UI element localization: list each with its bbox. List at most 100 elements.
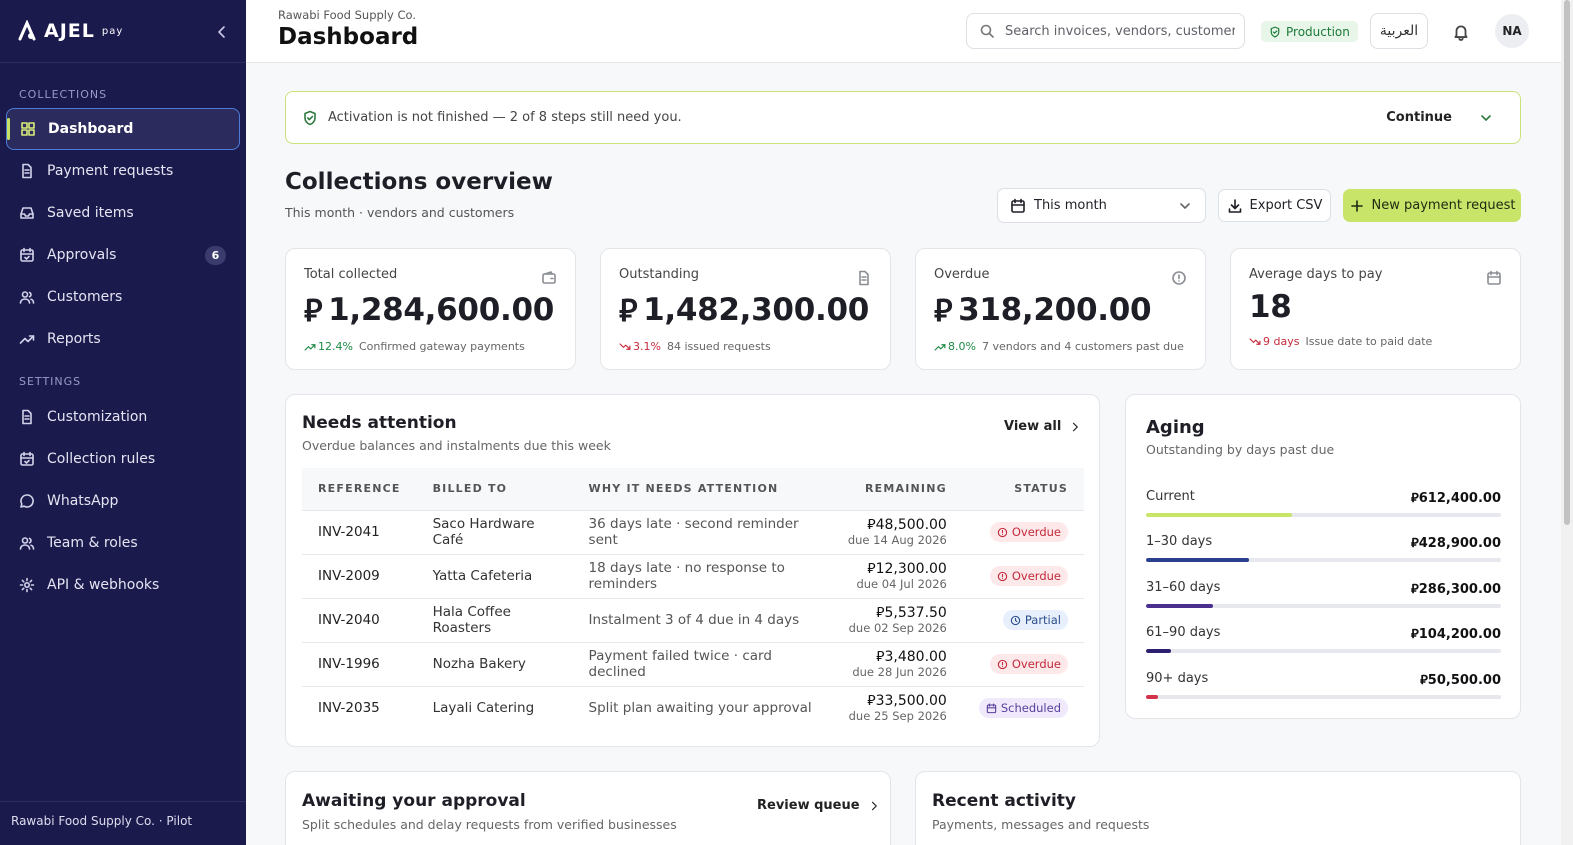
sidebar-item-approvals[interactable]: Approvals 6 [6, 234, 240, 276]
export-csv-button[interactable]: Export CSV [1218, 189, 1331, 222]
calendar-check-icon [20, 451, 34, 466]
riyal-symbol: ⃁ [934, 293, 953, 329]
cell-reference: INV-2009 [302, 553, 417, 598]
logo-mark-icon [18, 20, 36, 41]
amount-value: 286,300.00 [1418, 582, 1501, 597]
aging-bar-fill [1146, 649, 1171, 653]
sidebar-item-payment-requests[interactable]: Payment requests [6, 150, 240, 192]
scrollbar-thumb[interactable] [1564, 0, 1570, 525]
search-box[interactable] [966, 13, 1245, 49]
period-select[interactable]: This month [997, 188, 1206, 223]
alert-circle-icon [997, 571, 1008, 581]
cell-status: Scheduled [962, 685, 1084, 730]
download-icon [1228, 198, 1241, 213]
new-request-label: New payment request [1371, 198, 1516, 213]
calendar-check-icon [20, 247, 34, 262]
continue-activation-button[interactable]: Continue [1386, 110, 1504, 126]
inbox-icon [20, 207, 34, 219]
bell-icon[interactable] [1452, 21, 1470, 41]
wallet-icon [541, 267, 557, 286]
collapse-sidebar-icon[interactable] [214, 22, 230, 41]
overview-subtitle: This month · vendors and customers [285, 205, 515, 220]
search-input[interactable] [1005, 23, 1235, 39]
amount-value: 3,480.00 [884, 648, 947, 665]
sidebar-item-whatsapp[interactable]: WhatsApp [6, 480, 240, 522]
aging-bucket: 61–90 days ⃁104,200.00 [1146, 625, 1501, 653]
kpi-delta-value: 12.4% [318, 340, 353, 353]
table-row[interactable]: INV-2040 Hala Coffee Roasters Instalment… [302, 597, 1084, 642]
sidebar-item-team-roles[interactable]: Team & roles [6, 522, 240, 564]
continue-label: Continue [1386, 110, 1452, 125]
status-badge: Overdue [989, 522, 1068, 542]
status-badge: Partial [1002, 610, 1068, 630]
aging-bucket-label: 1–30 days [1146, 534, 1213, 549]
sidebar-header: AJEL pay [0, 0, 246, 63]
kpi-delta: 9 days [1249, 335, 1299, 348]
chevron-down-icon [1481, 114, 1491, 121]
brand-logo[interactable]: AJEL pay [16, 20, 123, 42]
aging-bucket-label: Current [1146, 489, 1195, 504]
remaining-amount: ⃁5,537.50 [846, 605, 947, 622]
aging-bar-track [1146, 558, 1501, 562]
kpi-meta: 12.4% Confirmed gateway payments [304, 340, 557, 353]
period-value: This month [1034, 198, 1107, 213]
amount-value: 104,200.00 [1418, 627, 1501, 642]
needs-attention-subtitle: Overdue balances and instalments due thi… [302, 438, 611, 453]
document-icon [22, 163, 32, 179]
review-queue-link[interactable]: Review queue [757, 798, 880, 813]
kpi-meta: 3.1% 84 issued requests [619, 340, 872, 353]
plus-icon [1350, 199, 1363, 212]
alert-circle-icon [1171, 267, 1187, 286]
section-label-settings: SETTINGS [19, 375, 82, 388]
cell-remaining: ⃁12,300.00 due 04 Jul 2026 [829, 553, 963, 598]
chat-icon [20, 494, 34, 508]
cell-reason: 18 days late · no response to reminders [572, 553, 830, 598]
cell-billed-to: Hala Coffee Roasters [416, 597, 573, 642]
aging-bucket-label: 31–60 days [1146, 580, 1221, 595]
cell-remaining: ⃁3,480.00 due 28 Jun 2026 [829, 641, 963, 686]
table-row[interactable]: INV-2009 Yatta Cafeteria 18 days late · … [302, 553, 1084, 598]
sidebar-item-collection-rules[interactable]: Collection rules [6, 438, 240, 480]
page-scrollbar[interactable] [1561, 0, 1573, 845]
sidebar-item-saved-items[interactable]: Saved items [6, 192, 240, 234]
due-date: due 04 Jul 2026 [856, 576, 947, 591]
kpi-meta: 8.0% 7 vendors and 4 customers past due [934, 340, 1187, 353]
alert-circle-icon [997, 527, 1008, 537]
kpi-delta: 3.1% [619, 340, 661, 353]
avatar[interactable]: NA [1495, 14, 1529, 48]
kpi-delta: 12.4% [304, 340, 353, 353]
riyal-symbol: ⃁ [304, 293, 323, 329]
sidebar-item-reports[interactable]: Reports [6, 318, 240, 360]
aging-bucket: Current ⃁612,400.00 [1146, 489, 1501, 517]
sidebar-item-customization[interactable]: Customization [6, 396, 240, 438]
sidebar-item-api-webhooks[interactable]: API & webhooks [6, 564, 240, 606]
kpi-note: Issue date to paid date [1305, 335, 1433, 348]
sidebar-item-label: WhatsApp [47, 493, 119, 509]
riyal-symbol: ⃁ [1411, 627, 1419, 642]
kpi-note: 7 vendors and 4 customers past due [981, 340, 1184, 353]
kpi-value: ⃁ 1,482,300.00 [619, 289, 872, 330]
needs-attention-panel: Needs attention Overdue balances and ins… [285, 394, 1100, 747]
sidebar-item-customers[interactable]: Customers [6, 276, 240, 318]
status-label: Overdue [1011, 657, 1061, 671]
sidebar-item-dashboard[interactable]: Dashboard [6, 108, 240, 150]
cell-billed-to: Yatta Cafeteria [416, 553, 573, 598]
aging-bucket-value: ⃁286,300.00 [1411, 580, 1501, 597]
kpi-delta: 8.0% [934, 340, 976, 353]
kpi-delta-value: 9 days [1263, 335, 1300, 348]
view-all-link[interactable]: View all [1004, 419, 1081, 434]
riyal-symbol: ⃁ [867, 692, 876, 709]
cell-reference: INV-1996 [302, 641, 417, 686]
table-row[interactable]: INV-2035 Layali Catering Split plan awai… [302, 685, 1084, 730]
cell-billed-to: Layali Catering [416, 685, 573, 730]
table-row[interactable]: INV-2041 Saco Hardware Café 36 days late… [302, 509, 1084, 554]
kpi-meta: 9 days Issue date to paid date [1249, 335, 1502, 348]
kpi-value: ⃁ 1,284,600.00 [304, 289, 557, 330]
new-payment-request-button[interactable]: New payment request [1343, 189, 1521, 222]
kpi-amount: 1,482,300.00 [643, 291, 869, 328]
language-toggle-button[interactable]: العربية [1370, 13, 1428, 49]
calendar-icon [986, 703, 997, 713]
cell-billed-to: Saco Hardware Café [416, 509, 573, 554]
kpi-value: ⃁ 318,200.00 [934, 289, 1187, 330]
table-row[interactable]: INV-1996 Nozha Bakery Payment failed twi… [302, 641, 1084, 686]
